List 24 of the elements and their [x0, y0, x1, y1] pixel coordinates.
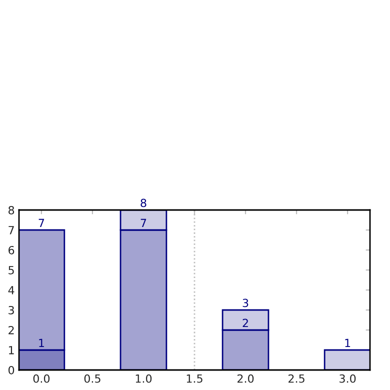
x-tick-label: 3.0: [340, 374, 356, 383]
y-tick-label: 3: [8, 306, 14, 314]
annotation: 1: [345, 338, 350, 347]
x-tick-label: 1.0: [136, 374, 152, 383]
annotation: 7: [140, 218, 146, 227]
y-tick-label: 5: [8, 266, 14, 274]
y-tick-label: 1: [8, 346, 14, 354]
x-tick-label: 2.0: [237, 374, 254, 383]
y-tick-label: 6: [8, 246, 14, 254]
annotation: 2: [242, 318, 248, 327]
bar: [324, 349, 370, 370]
y-tick-label: 2: [8, 326, 14, 334]
x-tick-label: 2.5: [288, 374, 304, 383]
x-tick-label: 0.5: [84, 374, 100, 383]
annotation: 3: [242, 298, 248, 308]
annotation: 1: [39, 338, 44, 347]
y-tick-label: 8: [8, 206, 14, 214]
y-tick-label: 0: [8, 366, 14, 374]
y-tick-label: 7: [8, 226, 14, 234]
x-tick-label: 0.0: [33, 374, 50, 383]
annotation: 7: [38, 218, 44, 227]
annotation: 8: [140, 198, 146, 208]
x-tick-label: 1.5: [186, 374, 202, 383]
y-tick-label: 4: [8, 286, 14, 294]
